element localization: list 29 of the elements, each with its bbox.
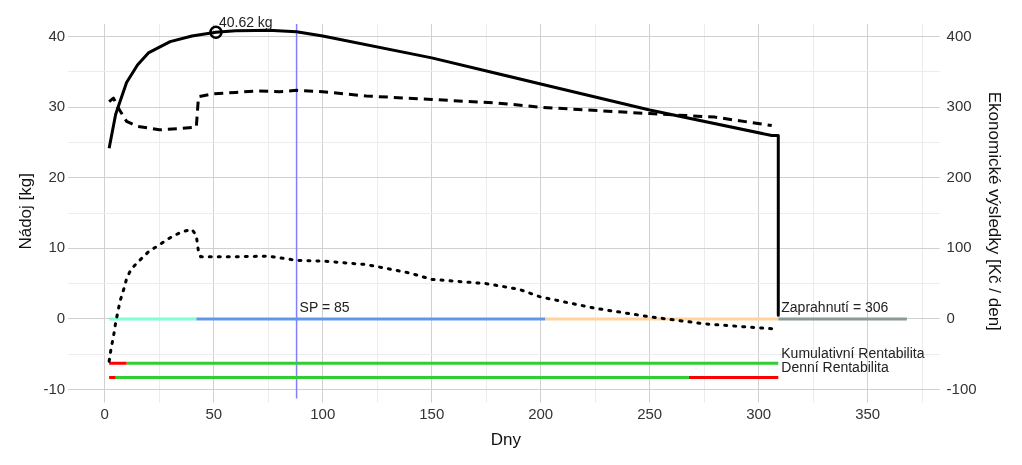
x-tick-label: 100: [310, 404, 336, 422]
annotation: Kumulativní Rentabilita: [781, 345, 925, 362]
y-axis-title: Nádoj [kg]: [15, 173, 35, 250]
annotation: SP = 85: [299, 298, 350, 315]
line-series: [107, 227, 774, 363]
y-tick-label: 40: [48, 26, 66, 44]
y-tick-label: -10: [43, 379, 66, 397]
y-tick-label: 10: [48, 238, 66, 256]
x-tick-label: 0: [100, 404, 109, 422]
x-tick-label: 150: [419, 404, 445, 422]
x-tick-label: 300: [746, 404, 772, 422]
y2-tick-label: -100: [946, 379, 977, 397]
y-tick-label: 20: [48, 167, 66, 185]
x-tick-label: 350: [855, 404, 881, 422]
annotation: Denní Rentabilita: [781, 359, 889, 376]
x-tick-label: 50: [205, 404, 223, 422]
y2-tick-label: 400: [946, 26, 972, 44]
y-tick-label: 30: [48, 97, 66, 115]
annotation: 40.62 kg: [218, 14, 273, 31]
y2-tick-label: 100: [946, 238, 972, 256]
y2-tick-label: 200: [946, 167, 972, 185]
y2-tick-label: 0: [946, 309, 955, 327]
y2-axis-title: Ekonomické výsledky [Kč / den]: [985, 91, 1005, 331]
x-tick-label: 250: [637, 404, 663, 422]
annotation: Zaprahnutí = 306: [781, 298, 889, 315]
x-tick-label: 200: [528, 404, 554, 422]
x-axis-title: Dny: [490, 430, 522, 450]
y-tick-label: 0: [56, 309, 66, 327]
y2-tick-label: 300: [946, 97, 972, 115]
